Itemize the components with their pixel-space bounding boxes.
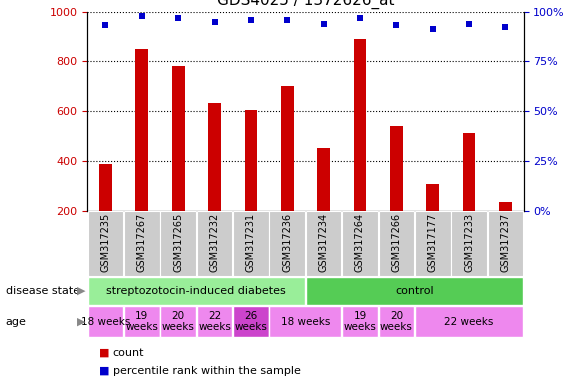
Bar bbox=[451, 211, 487, 276]
Bar bbox=[463, 132, 475, 261]
Text: disease state: disease state bbox=[6, 286, 80, 296]
Text: ▶: ▶ bbox=[77, 286, 86, 296]
Text: 19
weeks: 19 weeks bbox=[343, 311, 377, 333]
Bar bbox=[499, 202, 512, 261]
Bar bbox=[415, 306, 523, 337]
Bar bbox=[88, 277, 305, 305]
Point bbox=[464, 20, 473, 26]
Text: GSM317177: GSM317177 bbox=[428, 213, 437, 272]
Bar bbox=[88, 306, 123, 337]
Bar bbox=[306, 211, 341, 276]
Text: GSM317234: GSM317234 bbox=[319, 213, 329, 272]
Point bbox=[101, 22, 110, 28]
Bar bbox=[99, 164, 112, 261]
Bar bbox=[160, 211, 196, 276]
Bar bbox=[88, 211, 123, 276]
Bar bbox=[233, 306, 269, 337]
Text: GSM317266: GSM317266 bbox=[391, 213, 401, 272]
Text: ■: ■ bbox=[99, 348, 109, 358]
Text: ■: ■ bbox=[99, 366, 109, 376]
Bar bbox=[233, 211, 269, 276]
Bar bbox=[244, 110, 257, 261]
Bar bbox=[196, 211, 233, 276]
Point bbox=[210, 18, 219, 25]
Text: streptozotocin-induced diabetes: streptozotocin-induced diabetes bbox=[106, 286, 286, 296]
Point bbox=[319, 20, 328, 26]
Text: 26
weeks: 26 weeks bbox=[234, 311, 267, 333]
Bar bbox=[172, 66, 185, 261]
Bar bbox=[196, 306, 233, 337]
Point bbox=[355, 15, 364, 21]
Bar bbox=[378, 306, 414, 337]
Bar bbox=[390, 126, 403, 261]
Point bbox=[283, 17, 292, 23]
Bar bbox=[136, 49, 148, 261]
Text: GSM317265: GSM317265 bbox=[173, 213, 183, 272]
Bar bbox=[160, 306, 196, 337]
Text: GSM317235: GSM317235 bbox=[100, 213, 110, 272]
Text: age: age bbox=[6, 316, 26, 327]
Text: 22
weeks: 22 weeks bbox=[198, 311, 231, 333]
Text: 18 weeks: 18 weeks bbox=[281, 316, 330, 327]
Text: GSM317237: GSM317237 bbox=[501, 213, 511, 272]
Point bbox=[137, 12, 146, 18]
Bar bbox=[317, 147, 330, 261]
Bar bbox=[208, 103, 221, 261]
Bar bbox=[488, 211, 523, 276]
Text: GSM317264: GSM317264 bbox=[355, 213, 365, 272]
Point bbox=[173, 15, 182, 21]
Text: GSM317233: GSM317233 bbox=[464, 213, 474, 272]
Bar bbox=[354, 39, 367, 261]
Text: GSM317231: GSM317231 bbox=[246, 213, 256, 272]
Text: 18 weeks: 18 weeks bbox=[81, 316, 130, 327]
Point bbox=[392, 22, 401, 28]
Text: count: count bbox=[113, 348, 144, 358]
Title: GDS4025 / 1372626_at: GDS4025 / 1372626_at bbox=[217, 0, 394, 9]
Text: 19
weeks: 19 weeks bbox=[126, 311, 158, 333]
Bar bbox=[270, 306, 341, 337]
Text: ▶: ▶ bbox=[77, 316, 86, 327]
Point bbox=[428, 26, 437, 33]
Text: GSM317232: GSM317232 bbox=[209, 213, 220, 272]
Bar bbox=[378, 211, 414, 276]
Text: GSM317236: GSM317236 bbox=[282, 213, 292, 272]
Bar bbox=[124, 211, 160, 276]
Bar bbox=[342, 306, 378, 337]
Text: percentile rank within the sample: percentile rank within the sample bbox=[113, 366, 301, 376]
Bar bbox=[306, 277, 523, 305]
Text: control: control bbox=[395, 286, 434, 296]
Text: 22 weeks: 22 weeks bbox=[444, 316, 494, 327]
Text: 20
weeks: 20 weeks bbox=[380, 311, 413, 333]
Bar bbox=[415, 211, 450, 276]
Bar bbox=[270, 211, 305, 276]
Bar bbox=[426, 184, 439, 261]
Point bbox=[247, 17, 256, 23]
Text: 20
weeks: 20 weeks bbox=[162, 311, 195, 333]
Bar bbox=[342, 211, 378, 276]
Bar bbox=[281, 86, 294, 261]
Bar bbox=[124, 306, 160, 337]
Text: GSM317267: GSM317267 bbox=[137, 213, 147, 272]
Point bbox=[501, 25, 510, 31]
